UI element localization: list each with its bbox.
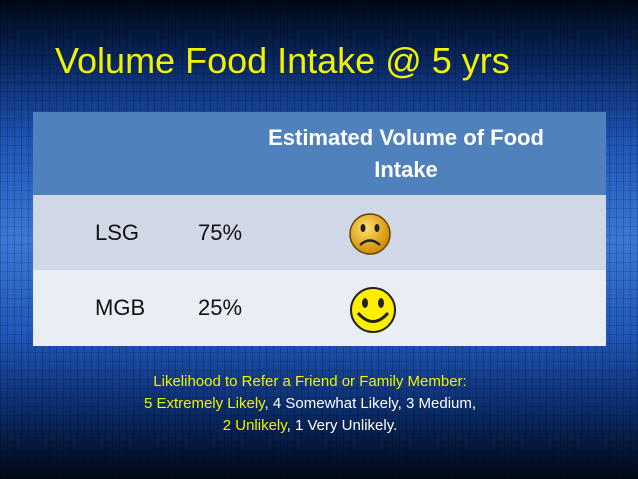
- table-header: Estimated Volume of Food Intake: [33, 112, 606, 195]
- footer-text: Likelihood to Refer a Friend or Family M…: [153, 373, 467, 390]
- header-cell: [33, 112, 196, 195]
- footer-text: , 1 Very Unlikely.: [286, 417, 398, 434]
- smiley-face-icon: [350, 287, 396, 333]
- footer-note: Likelihood to Refer a Friend or Family M…: [0, 371, 620, 437]
- cell: LSG: [95, 219, 140, 245]
- cell: MGB: [95, 295, 146, 320]
- footer-line: Likelihood to Refer a Friend or Family M…: [0, 371, 620, 393]
- sad-face-icon: [349, 213, 391, 255]
- table-row: LSG 75%: [33, 195, 606, 270]
- footer-text: 5 Extremely Likely: [143, 395, 265, 412]
- cell: 75%: [198, 219, 243, 245]
- slide-title: Volume Food Intake @ 5 yrs: [55, 40, 510, 81]
- data-table: Estimated Volume of Food Intake LSG 75% …: [33, 112, 606, 346]
- cell: 25%: [198, 295, 243, 320]
- footer-line: 2 Unlikely, 1 Very Unlikely.: [0, 415, 620, 437]
- footer-text: , 4 Somewhat Likely, 3 Medium,: [264, 395, 477, 412]
- header-cell: Estimated Volume of Food Intake: [268, 124, 544, 182]
- footer-line: 5 Extremely Likely, 4 Somewhat Likely, 3…: [0, 393, 620, 415]
- footer-text: 2 Unlikely: [222, 417, 287, 434]
- table-row: MGB 25%: [33, 270, 606, 346]
